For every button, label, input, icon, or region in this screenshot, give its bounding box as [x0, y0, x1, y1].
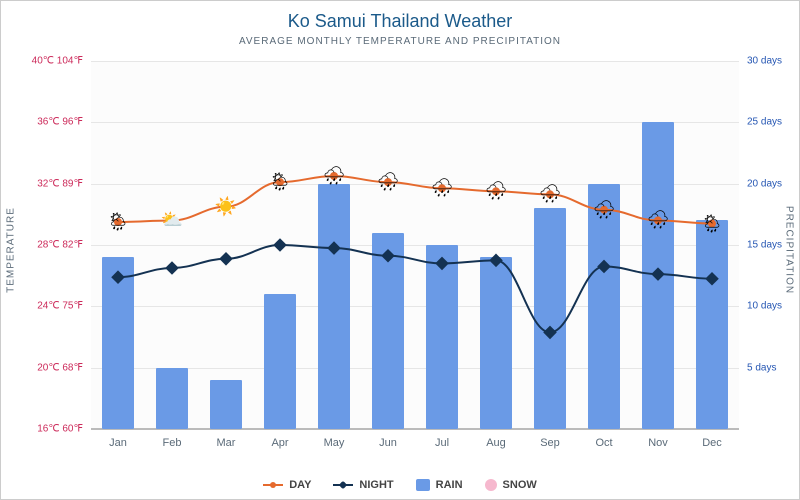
x-tick: Oct — [595, 429, 612, 449]
x-tick: Feb — [163, 429, 182, 449]
y-right-tick: 30 days — [739, 56, 782, 67]
x-tick: May — [324, 429, 345, 449]
weather-icon: 🌧 — [485, 181, 508, 202]
weather-icon: 🌧 — [593, 199, 616, 220]
weather-icon: 🌧 — [323, 166, 346, 187]
weather-icon: ⛅ — [161, 210, 183, 231]
y-left-tick: 28℃ 82℉ — [37, 240, 91, 251]
plot-area: 40℃ 104℉36℃ 96℉32℃ 89℉28℃ 82℉24℃ 75℉20℃ … — [91, 61, 739, 429]
y-axis-left-title: TEMPERATURE — [6, 207, 17, 293]
x-tick: Jul — [435, 429, 449, 449]
y-right-tick: 10 days — [739, 301, 782, 312]
legend-snow-label: SNOW — [503, 479, 537, 491]
y-left-tick: 36℃ 96℉ — [37, 117, 91, 128]
legend-day: DAY — [263, 479, 311, 491]
y-left-tick: 24℃ 75℉ — [37, 301, 91, 312]
x-tick: Dec — [702, 429, 722, 449]
night-line-icon — [333, 484, 353, 486]
legend-day-label: DAY — [289, 479, 311, 491]
snow-icon — [485, 479, 497, 491]
rain-bar-icon — [416, 479, 430, 491]
weather-chart: Ko Samui Thailand Weather AVERAGE MONTHL… — [0, 0, 800, 500]
x-tick: Mar — [217, 429, 236, 449]
weather-icon: 🌦 — [107, 212, 130, 233]
y-axis-right-title: PRECIPITATION — [784, 206, 795, 294]
x-tick: Sep — [540, 429, 560, 449]
day-line-icon — [263, 484, 283, 486]
weather-icon: 🌧 — [539, 184, 562, 205]
weather-icon: 🌧 — [377, 172, 400, 193]
chart-subtitle: AVERAGE MONTHLY TEMPERATURE AND PRECIPIT… — [1, 32, 799, 47]
x-tick: Nov — [648, 429, 668, 449]
y-left-tick: 16℃ 60℉ — [37, 424, 91, 435]
weather-icon: 🌦 — [701, 213, 724, 234]
weather-icon: 🌧 — [431, 178, 454, 199]
legend: DAY NIGHT RAIN SNOW — [1, 479, 799, 491]
weather-icon: 🌦 — [269, 172, 292, 193]
legend-night: NIGHT — [333, 479, 393, 491]
legend-night-label: NIGHT — [359, 479, 393, 491]
weather-icon: ☀️ — [215, 196, 237, 217]
y-right-tick: 20 days — [739, 178, 782, 189]
legend-snow: SNOW — [485, 479, 537, 491]
y-right-tick: 25 days — [739, 117, 782, 128]
y-right-tick: 5 days — [739, 362, 776, 373]
x-tick: Aug — [486, 429, 506, 449]
x-tick: Apr — [271, 429, 288, 449]
y-left-tick: 20℃ 68℉ — [37, 362, 91, 373]
legend-rain: RAIN — [416, 479, 463, 491]
temp-lines — [91, 61, 739, 429]
y-left-tick: 32℃ 89℉ — [37, 178, 91, 189]
legend-rain-label: RAIN — [436, 479, 463, 491]
chart-title: Ko Samui Thailand Weather — [1, 1, 799, 32]
weather-icon: 🌧 — [647, 210, 670, 231]
y-right-tick: 15 days — [739, 240, 782, 251]
y-left-tick: 40℃ 104℉ — [32, 56, 91, 67]
x-tick: Jun — [379, 429, 397, 449]
x-tick: Jan — [109, 429, 127, 449]
